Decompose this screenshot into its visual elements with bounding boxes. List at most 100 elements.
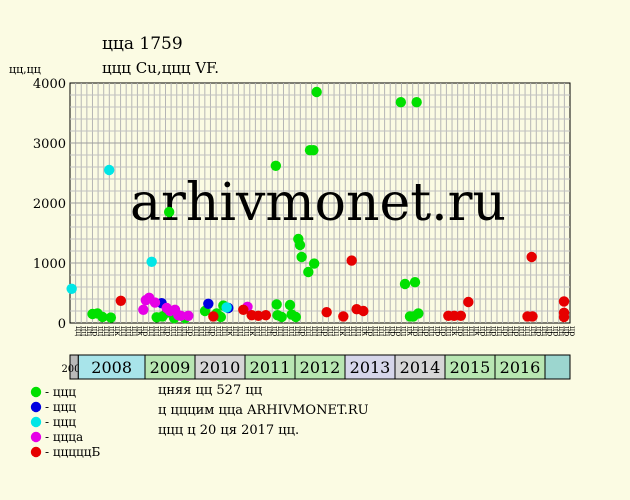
legend-marker bbox=[30, 401, 42, 413]
x-column-label: цц bbox=[147, 326, 156, 336]
data-point bbox=[66, 283, 77, 294]
data-point bbox=[294, 239, 306, 251]
x-column-label: цц bbox=[506, 326, 515, 336]
year-label: 2007 bbox=[61, 364, 86, 375]
x-column-label: цр bbox=[164, 326, 173, 336]
x-column-label: цк bbox=[473, 326, 482, 336]
x-column-label: цк bbox=[360, 326, 369, 336]
data-point bbox=[97, 311, 108, 323]
year-label: 2009 bbox=[150, 358, 191, 377]
x-column-labels: цццццццрцццццццкцццццццкцрцццццццрцццццц… bbox=[74, 326, 577, 336]
x-column-label: цц bbox=[192, 326, 201, 336]
data-point bbox=[175, 310, 187, 321]
data-point bbox=[409, 277, 421, 288]
y-tick-label: 2000 bbox=[33, 197, 66, 212]
data-point bbox=[526, 251, 537, 263]
data-point bbox=[411, 97, 422, 108]
data-points bbox=[66, 86, 570, 324]
x-column-label: цр bbox=[366, 326, 375, 336]
x-column-label: цц bbox=[518, 326, 527, 336]
x-column-label: цц bbox=[310, 326, 319, 336]
x-column-label: цр bbox=[209, 326, 218, 336]
y-tick-labels: 0 1000 2000 3000 4000 bbox=[33, 77, 66, 332]
note-line-3: ццц ц 20 ця 2017 цц. bbox=[158, 423, 299, 438]
year-band: 2007 2008 2009 2010 2011 2012 2013 2014 2015 2016 bbox=[61, 354, 571, 380]
x-column-label: цц bbox=[445, 326, 454, 336]
x-column-label: цр bbox=[270, 326, 279, 336]
x-column-label: цр bbox=[186, 326, 195, 336]
x-column-label: цк bbox=[338, 326, 347, 336]
x-column-label: цц bbox=[282, 326, 291, 336]
data-point bbox=[221, 302, 232, 313]
data-point bbox=[455, 310, 467, 321]
data-point bbox=[308, 145, 319, 156]
data-point bbox=[105, 312, 117, 323]
y-axis-label: цц,цц bbox=[9, 63, 41, 76]
legend-marker bbox=[30, 446, 42, 458]
x-column-label: цр bbox=[478, 326, 487, 336]
x-column-label: цр bbox=[388, 326, 397, 336]
data-point bbox=[253, 310, 264, 321]
x-column-label: цц bbox=[484, 326, 493, 336]
year-cell bbox=[544, 354, 571, 380]
x-column-label: цк bbox=[113, 326, 122, 336]
x-column-label: цц bbox=[400, 326, 409, 336]
x-column-label: цр bbox=[456, 326, 465, 336]
data-point bbox=[346, 255, 357, 266]
year-cell bbox=[344, 354, 396, 380]
x-column-label: цц bbox=[495, 326, 504, 336]
x-column-label: цц bbox=[102, 326, 111, 336]
x-column-label: цц bbox=[355, 326, 364, 336]
x-column-label: цц bbox=[327, 326, 336, 336]
x-column-label: цр bbox=[433, 326, 442, 336]
data-point bbox=[146, 256, 157, 267]
year-label: 2016 bbox=[500, 358, 541, 377]
x-column-label: цц bbox=[96, 326, 105, 336]
x-column-label: цр bbox=[411, 326, 420, 336]
data-point bbox=[260, 310, 272, 321]
x-column-label: цц bbox=[254, 326, 263, 336]
x-column-label: цц bbox=[169, 326, 178, 336]
x-column-label: цр bbox=[394, 326, 403, 336]
data-point bbox=[149, 297, 161, 308]
x-column-label: цц bbox=[85, 326, 94, 336]
legend-label: - цццццБ bbox=[45, 445, 100, 459]
note-line-2: ц цццим ццa ARHIVMONET.RU bbox=[158, 403, 369, 418]
x-column-label: цр bbox=[91, 326, 100, 336]
year-label: 2008 bbox=[91, 358, 132, 377]
x-column-label: цр bbox=[551, 326, 560, 336]
chart-title: ццa 1759 bbox=[102, 34, 183, 54]
year-cell bbox=[194, 354, 246, 380]
x-column-label: цр bbox=[141, 326, 150, 336]
x-column-label: цц bbox=[461, 326, 470, 336]
watermark: arhivmonet.ru bbox=[130, 173, 506, 233]
x-column-label: цц bbox=[119, 326, 128, 336]
x-column-label: цц bbox=[372, 326, 381, 336]
x-column-label: цц bbox=[152, 326, 161, 336]
year-cell bbox=[394, 354, 446, 380]
legend-marker bbox=[30, 386, 42, 398]
chart-subtitle: ццц Cu,ццц VF. bbox=[102, 59, 219, 77]
x-column-label: цц bbox=[181, 326, 190, 336]
x-column-label: цр bbox=[299, 326, 308, 336]
data-point bbox=[308, 258, 320, 269]
data-point bbox=[208, 311, 219, 322]
x-column-label: цц bbox=[293, 326, 302, 336]
data-point bbox=[270, 160, 282, 171]
data-point bbox=[203, 298, 214, 309]
year-cell bbox=[294, 354, 346, 380]
x-column-label: цц bbox=[175, 326, 184, 336]
grid bbox=[70, 83, 570, 323]
data-point bbox=[284, 299, 296, 311]
data-point bbox=[290, 311, 302, 323]
x-column-label: цц bbox=[265, 326, 274, 336]
data-point bbox=[558, 311, 570, 323]
x-column-label: цц bbox=[332, 326, 341, 336]
data-point bbox=[296, 251, 307, 263]
x-column-label: цр bbox=[563, 326, 572, 336]
x-column-label: цц bbox=[349, 326, 358, 336]
data-point bbox=[271, 299, 282, 310]
x-column-label: цц bbox=[231, 326, 240, 336]
x-column-label: цр bbox=[321, 326, 330, 336]
